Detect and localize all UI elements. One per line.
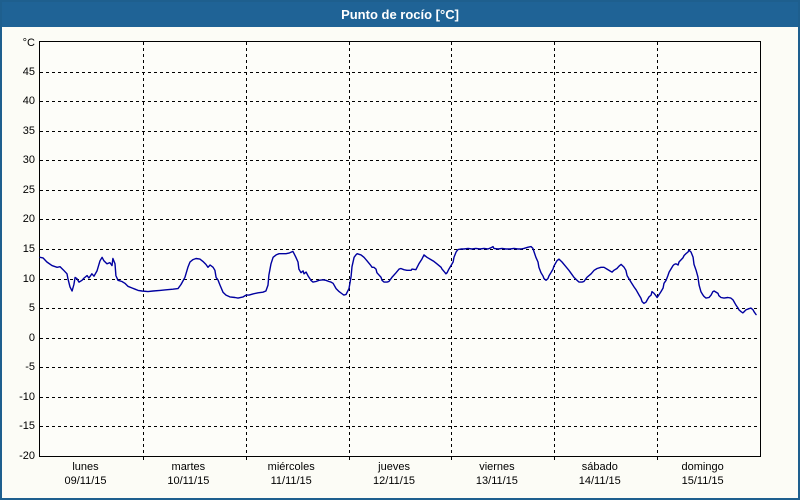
x-day-label: viernes 13/11/15	[445, 460, 548, 488]
y-tick-label: -10	[19, 390, 35, 403]
day-name: domingo	[681, 461, 724, 473]
day-date: 10/11/15	[167, 475, 210, 487]
y-tick-label: 25	[22, 183, 35, 196]
y-tick-label: -5	[25, 361, 35, 374]
dew-point-line	[39, 245, 757, 316]
x-day-label: miércoles 11/11/15	[240, 460, 343, 488]
title-bar: Punto de rocío [°C]	[2, 2, 798, 27]
day-name: viernes	[479, 461, 515, 473]
day-date: 12/11/15	[373, 475, 416, 487]
day-date: 14/11/15	[578, 475, 621, 487]
day-date: 11/11/15	[270, 475, 312, 487]
x-day-label: lunes 09/11/15	[34, 460, 137, 488]
day-date: 15/11/15	[681, 475, 724, 487]
y-tick-label: 5	[28, 302, 35, 315]
day-name: sábado	[581, 461, 618, 473]
y-tick-label: -15	[19, 420, 35, 433]
x-day-label: jueves 12/11/15	[343, 460, 446, 488]
y-axis-unit-label: °C	[22, 37, 35, 49]
y-tick-label: 10	[22, 272, 35, 285]
y-tick-label: 30	[22, 154, 35, 167]
day-name: jueves	[378, 461, 410, 473]
y-tick-label: -20	[19, 450, 35, 462]
y-tick-label: 20	[22, 213, 35, 226]
plot-area	[39, 41, 761, 460]
day-date: 09/11/15	[64, 475, 107, 487]
chart-canvas	[39, 42, 760, 460]
y-tick-label: 0	[28, 331, 35, 344]
x-day-label: sábado 14/11/15	[548, 460, 651, 488]
y-tick-label: 40	[22, 95, 35, 108]
y-tick-label: 35	[22, 124, 35, 137]
day-name: martes	[171, 461, 206, 473]
x-day-label: martes 10/11/15	[137, 460, 240, 488]
y-tick-label: 45	[22, 65, 35, 78]
window-title: Punto de rocío [°C]	[341, 7, 459, 22]
y-tick-label: 15	[22, 243, 35, 255]
x-day-label: domingo 15/11/15	[651, 460, 754, 488]
day-name: miércoles	[267, 461, 315, 473]
day-date: 13/11/15	[475, 475, 518, 487]
day-name: lunes	[72, 461, 99, 473]
